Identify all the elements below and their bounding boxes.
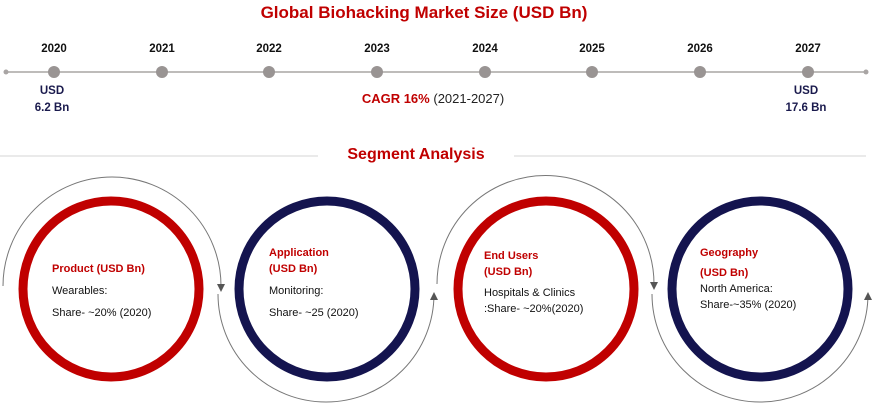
- connector-arc: [217, 293, 435, 403]
- ring-end-users: [453, 196, 639, 382]
- segment-title: Geography: [700, 247, 759, 259]
- timeline-marker: [263, 66, 275, 78]
- segment-title-line2: (USD Bn): [700, 267, 749, 279]
- end-value: USD 17.6 Bn: [766, 83, 846, 117]
- segment-line2: Share- ~25 (2020): [269, 307, 359, 319]
- connector-arc: [651, 293, 869, 403]
- segment-line2: :Share- ~20%(2020): [484, 303, 584, 315]
- timeline-year: 2021: [149, 43, 175, 55]
- segment-title: Application: [269, 247, 329, 259]
- segment-line1: Hospitals & Clinics: [484, 287, 576, 299]
- timeline-marker: [48, 66, 60, 78]
- segment-line1: Monitoring:: [269, 285, 324, 297]
- arrowhead-icon: [217, 284, 225, 292]
- segment-product: Product (USD Bn) Wearables: Share- ~20% …: [52, 261, 151, 321]
- timeline-year: 2027: [795, 43, 821, 55]
- timeline-year: 2023: [364, 43, 390, 55]
- segment-line1: Wearables:: [52, 285, 108, 297]
- ring-product: [18, 196, 204, 382]
- page-title: Global Biohacking Market Size (USD Bn): [260, 3, 588, 22]
- timeline-marker: [694, 66, 706, 78]
- timeline-marker: [479, 66, 491, 78]
- segment-geography: Geography (USD Bn) North America: Share-…: [700, 245, 796, 313]
- ring-geography: [667, 196, 853, 382]
- timeline-end-dot: [3, 69, 9, 75]
- segment-title: Product (USD Bn): [52, 263, 145, 275]
- timeline-marker: [802, 66, 814, 78]
- timeline-marker: [156, 66, 168, 78]
- timeline-year: 2022: [256, 43, 282, 55]
- section-title: Segment Analysis: [318, 146, 514, 164]
- segment-title: End Users: [484, 250, 539, 262]
- arrowhead-icon: [430, 292, 438, 300]
- timeline-year: 2025: [579, 43, 605, 55]
- segment-line2: Share- ~20% (2020): [52, 307, 152, 319]
- timeline-year: 2020: [41, 43, 67, 55]
- start-value: USD 6.2 Bn: [12, 83, 92, 117]
- arrowhead-icon: [650, 282, 658, 290]
- ring-application: [234, 196, 420, 382]
- segment-line1: North America:: [700, 283, 773, 295]
- arrowhead-icon: [864, 292, 872, 300]
- cagr-label: CAGR 16%: [361, 91, 430, 106]
- cagr-text: CAGR 16% (2021-2027): [0, 91, 866, 106]
- segment-application: Application (USD Bn) Monitoring: Share- …: [269, 245, 359, 321]
- connector-arc: [436, 175, 655, 285]
- end-value-line2: 17.6 Bn: [785, 102, 827, 114]
- end-value-line1: USD: [793, 85, 819, 97]
- segment-title-line2: (USD Bn): [484, 266, 533, 278]
- start-value-line1: USD: [39, 85, 65, 97]
- connector-arc: [2, 176, 222, 287]
- start-value-line2: 6.2 Bn: [34, 102, 70, 114]
- segment-title-line2: (USD Bn): [269, 263, 318, 275]
- timeline-marker: [586, 66, 598, 78]
- cagr-period: (2021-2027): [433, 91, 505, 106]
- segment-end-users: End Users (USD Bn) Hospitals & Clinics :…: [484, 248, 583, 317]
- timeline-year: 2026: [687, 43, 713, 55]
- timeline-end-dot: [863, 69, 869, 75]
- timeline-year: 2024: [472, 43, 498, 55]
- segment-line2: Share-~35% (2020): [700, 299, 797, 311]
- timeline-marker: [371, 66, 383, 78]
